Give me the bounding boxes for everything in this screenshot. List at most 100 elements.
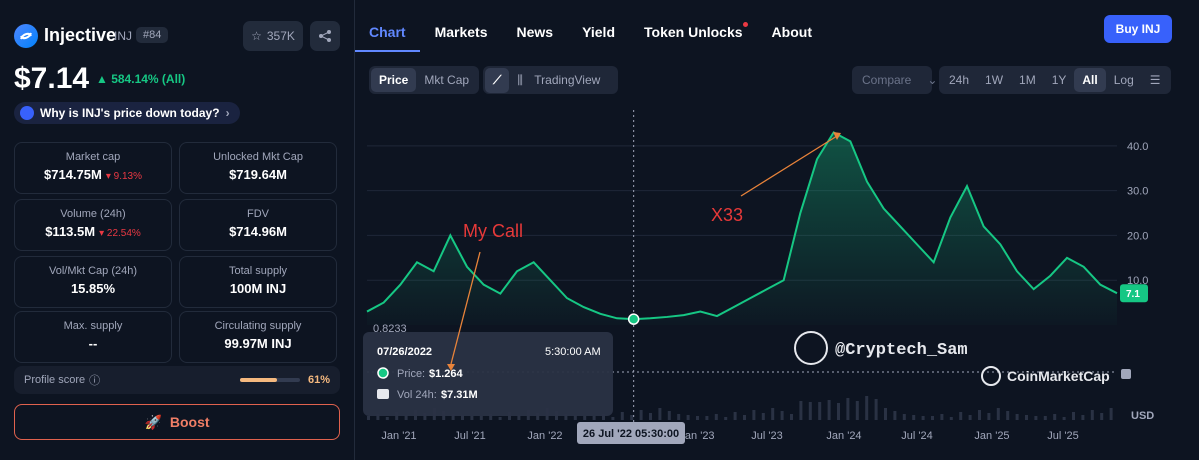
tab-yield[interactable]: Yield bbox=[582, 24, 615, 40]
boost-label: Boost bbox=[169, 414, 210, 430]
volume-bar bbox=[1053, 414, 1057, 420]
range-1y[interactable]: 1Y bbox=[1051, 73, 1067, 87]
volume-bar bbox=[1015, 414, 1019, 420]
volume-bar bbox=[978, 410, 981, 420]
volume-bar bbox=[404, 415, 408, 420]
volume-bar bbox=[1081, 415, 1085, 420]
volume-bar bbox=[564, 414, 568, 420]
price-line bbox=[366, 131, 1118, 321]
stat-card: Unlocked Mkt Cap $719.64M bbox=[179, 142, 337, 194]
profile-score-bar bbox=[239, 378, 300, 382]
volume-bar bbox=[808, 402, 812, 420]
volume-bar bbox=[940, 414, 944, 420]
rank-badge: #84 bbox=[136, 27, 169, 43]
volume-bar bbox=[536, 413, 540, 420]
chart-panel: Chart Markets News Yield Token Unlocks A… bbox=[355, 0, 1199, 460]
y-tick-label: 40.0 bbox=[1127, 141, 1148, 153]
chevron-right-icon: › bbox=[225, 106, 230, 120]
volume-bar bbox=[686, 415, 690, 420]
volume-bar bbox=[667, 411, 671, 420]
my-call-arrow bbox=[450, 251, 481, 365]
stat-value: $719.64M bbox=[180, 167, 336, 182]
range-selector: 24h 1W 1M 1Y All Log ☰ bbox=[939, 66, 1171, 94]
tooltip-price: $1.264 bbox=[429, 368, 464, 380]
volume-bar bbox=[968, 415, 972, 420]
x-tick-label: Jul '21 bbox=[454, 430, 485, 442]
tab-news[interactable]: News bbox=[516, 24, 554, 40]
mktcap-toggle[interactable]: Mkt Cap bbox=[424, 73, 470, 87]
volume-scale-marker bbox=[1121, 369, 1131, 379]
range-1m[interactable]: 1M bbox=[1019, 73, 1036, 87]
tab-token-unlocks[interactable]: Token Unlocks bbox=[644, 22, 748, 40]
volume-bar bbox=[470, 416, 474, 420]
tab-chart[interactable]: Chart bbox=[355, 24, 419, 52]
volume-bar bbox=[602, 414, 605, 420]
volume-bar bbox=[385, 417, 389, 420]
tab-about[interactable]: About bbox=[771, 24, 812, 40]
why-label: Why is INJ's price down today? bbox=[40, 106, 220, 120]
coin-name: Injective bbox=[44, 25, 117, 45]
author-avatar-icon bbox=[794, 331, 828, 365]
stat-label: Volume (24h) bbox=[60, 208, 126, 220]
stat-change: ▾ 22.54% bbox=[99, 228, 141, 239]
why-price-link[interactable]: Why is INJ's price down today? › bbox=[14, 102, 240, 124]
stat-label: Unlocked Mkt Cap bbox=[213, 151, 303, 163]
stat-value-text: $714.75M bbox=[44, 167, 102, 182]
author-watermark: @Cryptech_Sam bbox=[835, 341, 968, 360]
range-24h[interactable]: 24h bbox=[949, 73, 970, 87]
stat-change: ▾ 9.13% bbox=[105, 171, 142, 182]
coin-summary-panel: Injective INJ #84 ☆ 357K $7.14 ▲ 584.14%… bbox=[0, 0, 355, 460]
range-1w[interactable]: 1W bbox=[985, 73, 1004, 87]
watchlist-button[interactable]: ☆ 357K bbox=[243, 21, 303, 51]
x-tick-label: Jan '21 bbox=[381, 430, 416, 442]
tooltip-vol-label: Vol 24h: bbox=[397, 389, 437, 401]
stat-label: Circulating supply bbox=[214, 320, 302, 332]
stat-card: FDV $714.96M bbox=[179, 199, 337, 251]
buy-button[interactable]: Buy INJ bbox=[1104, 15, 1172, 43]
volume-bar bbox=[639, 410, 643, 420]
x-tick-label: Jan '25 bbox=[974, 430, 1009, 442]
settings-sliders-icon[interactable]: ☰ bbox=[1149, 73, 1161, 87]
volume-bar bbox=[1043, 416, 1047, 420]
share-button[interactable] bbox=[310, 21, 340, 51]
volume-bar bbox=[376, 414, 380, 420]
profile-score-label: Profile score bbox=[24, 374, 86, 386]
y-tick-label: 20.0 bbox=[1127, 230, 1148, 242]
compare-label: Compare bbox=[862, 73, 912, 87]
x33-arrowhead bbox=[833, 132, 841, 140]
x33-arrow bbox=[740, 135, 838, 197]
stat-value-text: $113.5M bbox=[45, 224, 96, 239]
cmc-logo-icon bbox=[981, 366, 1001, 386]
watchlist-count: 357K bbox=[266, 29, 295, 43]
volume-bar bbox=[620, 412, 624, 420]
line-chart-icon[interactable]: ⟋ bbox=[485, 67, 510, 93]
volume-bar bbox=[902, 414, 906, 420]
price-toggle[interactable]: Price bbox=[371, 68, 417, 92]
volume-bar bbox=[780, 411, 784, 420]
injective-logo-icon bbox=[14, 24, 38, 48]
my-call-annotation: My Call bbox=[463, 221, 523, 241]
coin-price: $7.14 bbox=[14, 62, 90, 95]
volume-bar bbox=[1100, 413, 1104, 420]
volume-bar bbox=[733, 412, 737, 420]
star-icon: ☆ bbox=[251, 29, 262, 43]
range-all[interactable]: All bbox=[1074, 68, 1106, 92]
y-tick-label: 30.0 bbox=[1127, 186, 1148, 198]
profile-score[interactable]: Profile score ⓘ 61% bbox=[14, 366, 340, 394]
tooltip-volume-icon bbox=[377, 389, 389, 399]
stat-card: Volume (24h) $113.5M ▾ 22.54% bbox=[14, 199, 172, 251]
volume-bar bbox=[893, 411, 897, 420]
volume-bar bbox=[996, 408, 1000, 420]
chart-tabs: Chart Markets News Yield Token Unlocks A… bbox=[355, 22, 812, 52]
tab-markets[interactable]: Markets bbox=[434, 24, 488, 40]
tradingview-toggle[interactable]: ⫼ TradingView bbox=[509, 68, 616, 93]
x33-annotation: X33 bbox=[711, 205, 743, 225]
volume-bar bbox=[611, 417, 615, 420]
stat-card: Market cap $714.75M ▾ 9.13% bbox=[14, 142, 172, 194]
boost-button[interactable]: 🚀 Boost bbox=[14, 404, 340, 440]
stat-value: $714.96M bbox=[180, 224, 336, 239]
stat-card: Total supply 100M INJ bbox=[179, 256, 337, 308]
log-toggle[interactable]: Log bbox=[1113, 73, 1134, 87]
compare-dropdown[interactable]: Compare ⌄ bbox=[852, 66, 937, 94]
